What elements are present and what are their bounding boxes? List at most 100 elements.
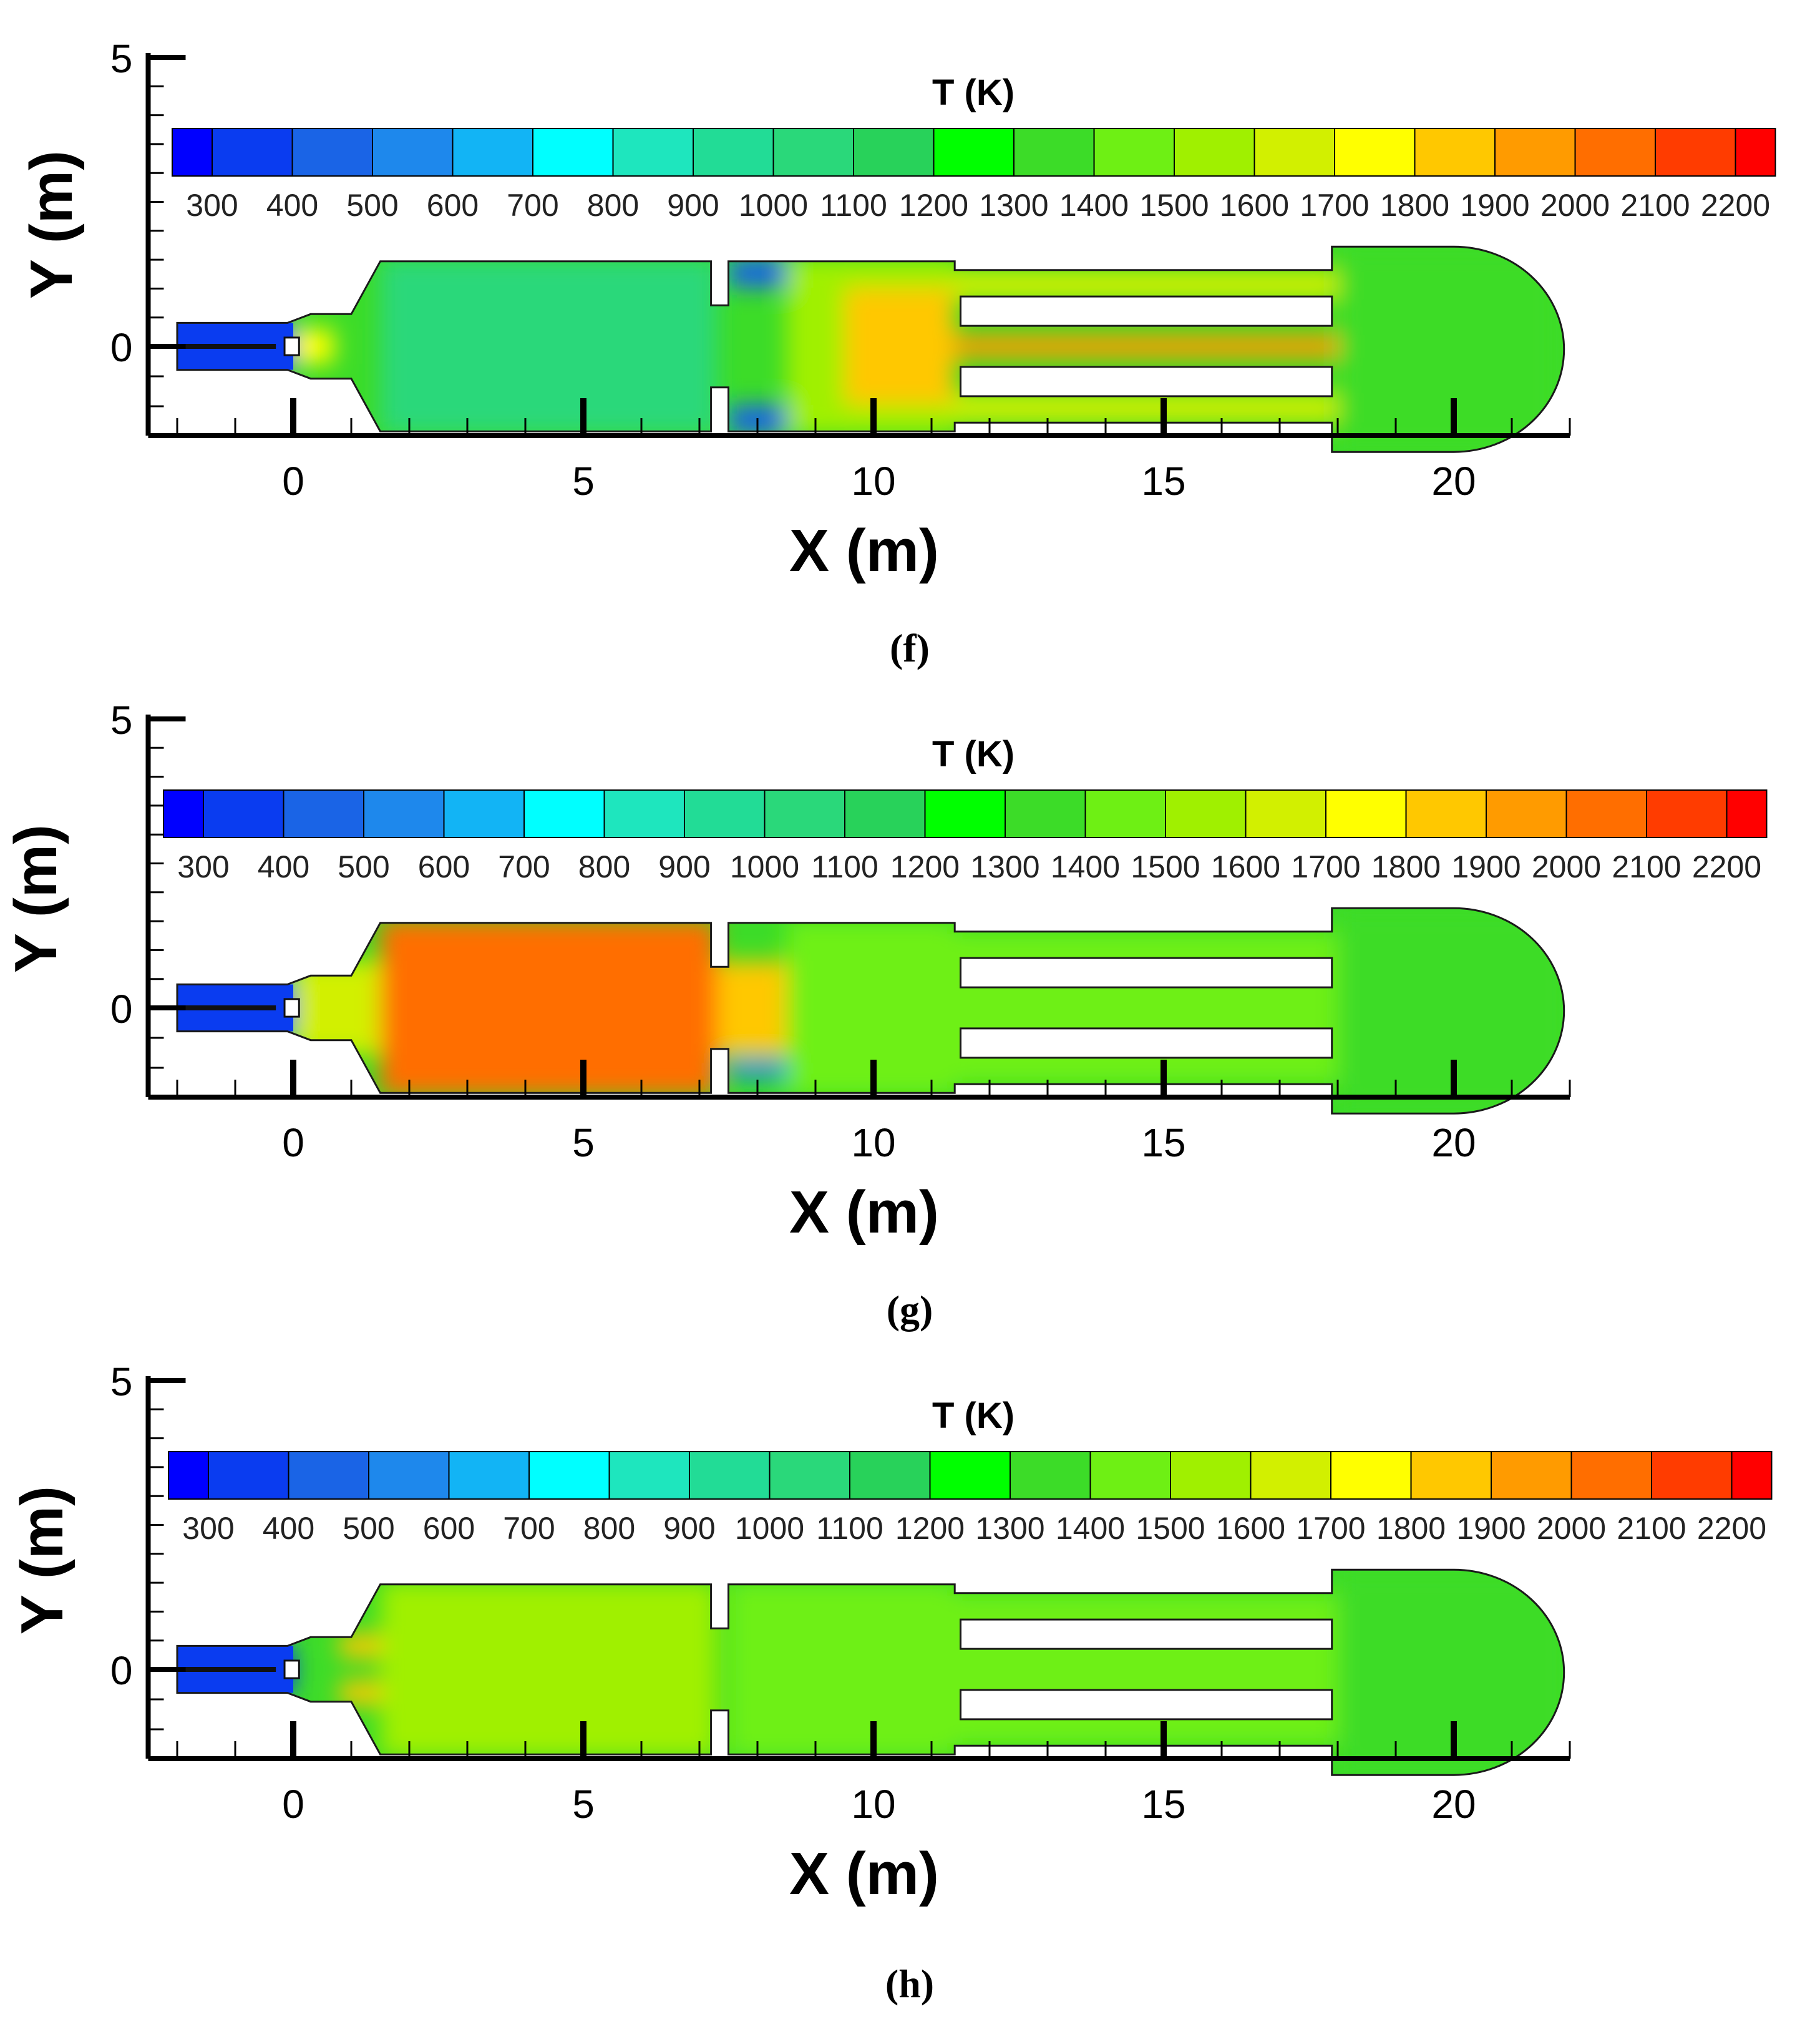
colorbar-tick-label: 600 [418, 849, 470, 884]
colorbar-tick-label: 800 [587, 188, 639, 223]
colorbar-tick-label: 1800 [1380, 188, 1449, 223]
y-tick-label: 0 [110, 325, 133, 370]
colorbar-tick-label: 900 [667, 188, 719, 223]
colorbar-swatch [1491, 1451, 1572, 1500]
colorbar-tick-label: 2100 [1617, 1511, 1686, 1546]
colorbar-tick-label: 1500 [1131, 849, 1200, 884]
colorbar-swatch [764, 789, 845, 838]
combustor-outline [176, 907, 1565, 1115]
colorbar-tick-label: 1900 [1456, 1511, 1526, 1546]
panel-h: 500 5 10 15 20 300 400 500 600 700 800 900 1000 1100… [9, 1359, 1773, 2006]
x-axis-label: X (m) [789, 1179, 939, 1246]
colorbar-tick-label: 1600 [1211, 849, 1280, 884]
y-axis-label: Y (m) [2, 824, 69, 973]
x-tick-label: 10 [851, 1782, 895, 1827]
colorbar-tick-label: 400 [258, 849, 309, 884]
colorbar-tick-label: 1600 [1216, 1511, 1285, 1546]
colorbar-swatch [849, 1451, 931, 1500]
colorbar-tick-label: 1000 [730, 849, 799, 884]
colorbar-swatch [929, 1451, 1011, 1500]
temperature-region [293, 328, 334, 364]
colorbar-swatch [684, 789, 766, 838]
colorbar-swatch [291, 128, 373, 177]
colorbar-swatch [1651, 1451, 1733, 1500]
colorbar-swatch [368, 1451, 450, 1500]
colorbar-tick-label: 1200 [895, 1511, 965, 1546]
x-tick-label: 10 [851, 1120, 895, 1165]
colorbar-swatch [1005, 789, 1086, 838]
colorbar-tick-label: 300 [186, 188, 238, 223]
colorbar-swatch [363, 789, 445, 838]
colorbar-swatch [924, 789, 1006, 838]
colorbar-tick-label: 2100 [1620, 188, 1690, 223]
colorbar-tick-label: 1700 [1300, 188, 1369, 223]
colorbar-swatch [1325, 789, 1407, 838]
colorbar-swatch [288, 1451, 369, 1500]
colorbar-title: T (K) [932, 734, 1015, 774]
colorbar-swatch [1414, 128, 1496, 177]
colorbar-swatch [283, 789, 364, 838]
colorbar-swatch [212, 128, 293, 177]
colorbar-swatch [1405, 789, 1487, 838]
colorbar-swatch [1330, 1451, 1412, 1500]
y-axis-label: Y (m) [9, 1486, 75, 1634]
colorbar-tick-label: 600 [427, 188, 479, 223]
colorbar-swatch [1245, 789, 1326, 838]
colorbar-title: T (K) [932, 72, 1015, 113]
colorbar-swatch [1731, 1451, 1773, 1500]
colorbar-tick-label: 1100 [811, 849, 878, 884]
temperature-region [380, 1581, 717, 1757]
tube-slot [960, 1689, 1333, 1721]
colorbar-swatch [1410, 1451, 1492, 1500]
colorbar-tick-label: 900 [663, 1511, 715, 1546]
colorbar-swatch [1250, 1451, 1331, 1500]
colorbar-swatch [523, 789, 605, 838]
colorbar-swatch [208, 1451, 290, 1500]
colorbar-tick-label: 1100 [816, 1511, 883, 1546]
colorbar-swatch [528, 1451, 610, 1500]
colorbar-tick-label: 500 [338, 849, 389, 884]
y-tick-label: 5 [110, 36, 133, 81]
temperature-region [728, 258, 787, 288]
panel-label: (g) [887, 1287, 933, 1332]
colorbar-swatch [452, 128, 533, 177]
colorbar-tick-label: 1300 [970, 849, 1039, 884]
colorbar-swatch [1165, 789, 1247, 838]
colorbar-swatch [603, 789, 685, 838]
colorbar-swatch [1253, 128, 1335, 177]
colorbar-swatch [1010, 1451, 1091, 1500]
x-tick-label: 0 [282, 1120, 304, 1165]
tube-slot [960, 366, 1333, 398]
colorbar-swatch [168, 1451, 209, 1500]
x-axis-label: X (m) [789, 1840, 939, 1907]
y-axis-label: Y (m) [18, 150, 85, 299]
colorbar-swatch [1646, 789, 1728, 838]
colorbar-swatch [1084, 789, 1166, 838]
colorbar-tick-label: 1600 [1220, 188, 1289, 223]
colorbar-swatch [172, 128, 213, 177]
colorbar-tick-label: 400 [263, 1511, 314, 1546]
y-tick-label: 5 [110, 1359, 133, 1404]
temperature-region [728, 1060, 787, 1078]
colorbar-tick-label: 1300 [979, 188, 1048, 223]
temperature-region [728, 1581, 955, 1757]
colorbar-tick-label: 700 [507, 188, 558, 223]
colorbar-swatch [1486, 789, 1567, 838]
colorbar-tick-label: 1900 [1460, 188, 1529, 223]
colorbar-tick-label: 1300 [975, 1511, 1044, 1546]
colorbar-swatch [612, 128, 694, 177]
x-axis-label: X (m) [789, 517, 939, 584]
x-tick-label: 20 [1431, 1782, 1476, 1827]
colorbar-tick-label: 700 [498, 849, 550, 884]
x-tick-label: 20 [1431, 1120, 1476, 1165]
colorbar-tick-label: 800 [578, 849, 630, 884]
x-tick-label: 5 [572, 1120, 595, 1165]
panel-label: (h) [885, 1961, 934, 2006]
tube-slot [960, 1618, 1333, 1650]
colorbar-tick-label: 600 [423, 1511, 475, 1546]
colorbar-swatch [448, 1451, 530, 1500]
colorbar-tick-label: 300 [177, 849, 229, 884]
x-tick-label: 15 [1141, 1120, 1185, 1165]
colorbar-tick-label: 500 [346, 188, 398, 223]
